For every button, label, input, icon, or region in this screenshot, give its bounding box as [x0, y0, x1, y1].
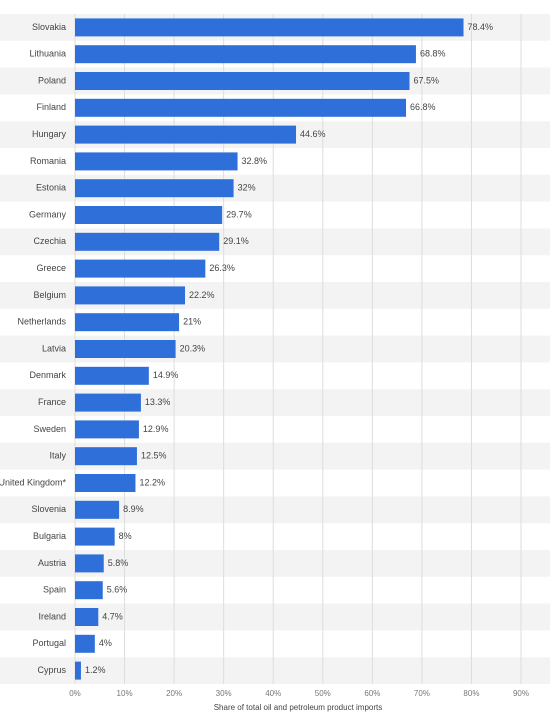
bar — [75, 45, 416, 64]
y-tick-label: United Kingdom* — [0, 477, 66, 487]
value-label: 66.8% — [410, 102, 436, 112]
bar — [75, 554, 104, 573]
bar — [75, 420, 139, 439]
y-tick-label: Poland — [38, 75, 66, 85]
value-label: 8.9% — [123, 504, 144, 514]
bar — [75, 98, 407, 117]
bar — [75, 72, 410, 90]
y-tick-label: Ireland — [38, 611, 66, 621]
row-band — [0, 657, 550, 684]
y-tick-label: Italy — [49, 451, 66, 461]
bar — [75, 152, 238, 171]
value-label: 1.2% — [85, 665, 106, 675]
y-tick-label: Spain — [43, 585, 66, 595]
value-label: 44.6% — [300, 129, 326, 139]
y-tick-label: Netherlands — [17, 317, 66, 327]
y-tick-label: Slovenia — [31, 504, 66, 514]
bar — [75, 179, 234, 198]
value-label: 78.4% — [468, 22, 494, 32]
value-label: 32.8% — [242, 156, 268, 166]
y-tick-label: Hungary — [32, 129, 67, 139]
x-tick-label: 0% — [69, 689, 81, 698]
x-tick-label: 10% — [117, 689, 133, 698]
y-tick-label: Austria — [38, 558, 66, 568]
x-tick-label: 80% — [463, 689, 479, 698]
y-tick-label: Greece — [36, 263, 66, 273]
x-tick-label: 20% — [166, 689, 182, 698]
bar — [75, 527, 115, 546]
bar — [75, 286, 186, 305]
bar — [75, 125, 297, 144]
value-label: 29.7% — [226, 209, 252, 219]
x-tick-label: 60% — [364, 689, 380, 698]
bar — [75, 206, 223, 224]
y-tick-label: Belgium — [33, 290, 66, 300]
bar — [75, 340, 176, 358]
value-label: 5.8% — [108, 558, 129, 568]
value-label: 14.9% — [153, 370, 179, 380]
y-tick-label: Bulgaria — [33, 531, 66, 541]
y-tick-label: Cyprus — [37, 665, 66, 675]
value-label: 32% — [238, 183, 256, 193]
y-tick-label: Sweden — [33, 424, 66, 434]
value-label: 4% — [99, 638, 112, 648]
x-axis-title: Share of total oil and petroleum product… — [214, 703, 383, 712]
x-tick-label: 70% — [414, 689, 430, 698]
y-tick-label: Germany — [29, 209, 67, 219]
y-tick-label: Denmark — [29, 370, 66, 380]
bar — [75, 661, 81, 680]
bar — [75, 366, 149, 385]
y-tick-label: Latvia — [42, 343, 66, 353]
value-label: 20.3% — [180, 343, 206, 353]
value-label: 22.2% — [189, 290, 215, 300]
value-label: 8% — [119, 531, 132, 541]
x-tick-label: 90% — [513, 689, 529, 698]
y-tick-label: Estonia — [36, 183, 66, 193]
bar — [75, 447, 137, 466]
value-label: 26.3% — [209, 263, 235, 273]
value-label: 29.1% — [223, 236, 249, 246]
y-tick-label: Finland — [36, 102, 66, 112]
bar — [75, 393, 141, 412]
bar — [75, 634, 95, 653]
x-tick-label: 30% — [216, 689, 232, 698]
bar — [75, 581, 103, 600]
value-label: 12.9% — [143, 424, 169, 434]
y-tick-label: Slovakia — [32, 22, 66, 32]
y-tick-label: Romania — [30, 156, 66, 166]
x-tick-label: 40% — [265, 689, 281, 698]
value-label: 21% — [183, 317, 201, 327]
bar — [75, 18, 464, 37]
y-tick-label: Czechia — [33, 236, 66, 246]
value-label: 68.8% — [420, 49, 446, 59]
y-tick-label: Lithuania — [29, 49, 66, 59]
value-label: 67.5% — [414, 75, 440, 85]
value-label: 13.3% — [145, 397, 171, 407]
x-tick-label: 50% — [315, 689, 331, 698]
value-label: 4.7% — [102, 611, 123, 621]
y-tick-label: Portugal — [32, 638, 66, 648]
value-label: 12.2% — [139, 477, 165, 487]
value-label: 5.6% — [107, 585, 128, 595]
bar — [75, 313, 180, 332]
y-tick-label: France — [38, 397, 66, 407]
bar — [75, 474, 136, 492]
value-label: 12.5% — [141, 451, 167, 461]
bar — [75, 259, 206, 278]
bar — [75, 608, 99, 626]
bar — [75, 500, 120, 519]
bar — [75, 232, 220, 251]
